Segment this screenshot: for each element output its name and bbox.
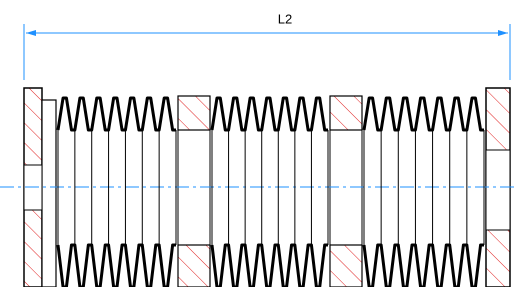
right-flange-bore: [486, 150, 510, 230]
dimension-label: L2: [278, 11, 292, 26]
convolution: [58, 245, 176, 287]
hub: [330, 245, 362, 287]
hub: [178, 245, 210, 287]
bellows-drawing: L2: [0, 0, 516, 287]
convolution: [58, 98, 176, 130]
convolution: [212, 98, 328, 130]
convolution: [364, 245, 484, 287]
left-flange-step: [42, 100, 56, 287]
hub: [330, 96, 362, 130]
hub: [178, 96, 210, 130]
convolution: [364, 98, 484, 130]
convolution: [212, 245, 328, 287]
